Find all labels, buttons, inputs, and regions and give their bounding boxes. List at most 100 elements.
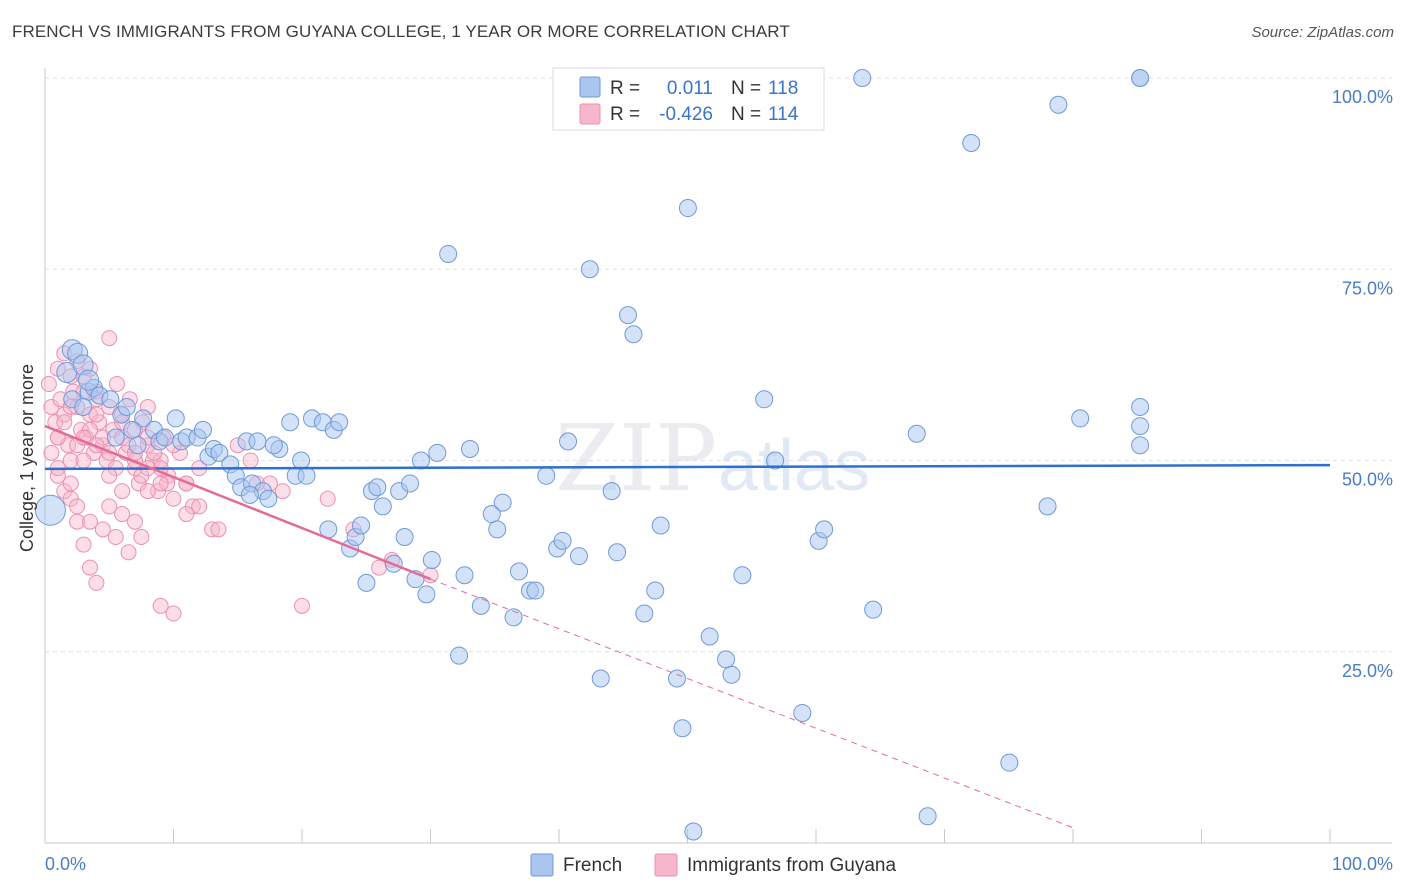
french-point: [591, 669, 610, 688]
french-point: [330, 413, 349, 432]
french-point: [428, 443, 447, 462]
guyana-point: [114, 506, 131, 523]
french-point: [248, 432, 267, 451]
guyana-point: [191, 498, 208, 515]
guyana-point: [204, 521, 221, 538]
guyana-point: [319, 490, 336, 507]
french-point: [684, 822, 703, 841]
french-point: [297, 466, 316, 485]
guyana-point: [43, 444, 60, 461]
guyana-point: [101, 330, 118, 347]
french-point: [493, 493, 512, 512]
french-point: [635, 604, 654, 623]
french-point: [646, 581, 665, 600]
french-point: [488, 520, 507, 539]
french-point: [526, 581, 545, 600]
guyana-point: [56, 414, 73, 431]
guyana-point: [101, 467, 118, 484]
french-point: [1131, 69, 1150, 87]
french-r-value: 0.011: [667, 78, 713, 99]
french-point: [668, 669, 687, 688]
y-tick-label: 100.0%: [1332, 87, 1393, 107]
guyana-r-value: -0.426: [659, 104, 713, 125]
stats-legend: R = 0.011 N = 118 R = -0.426 N = 114: [552, 67, 825, 131]
french-point: [766, 451, 785, 470]
french-point: [417, 585, 436, 604]
french-point: [733, 566, 752, 585]
guyana-point: [75, 536, 92, 553]
guyana-point: [114, 483, 131, 500]
french-point: [580, 260, 599, 279]
french-point: [264, 436, 283, 455]
guyana-point: [107, 529, 124, 545]
french-point: [455, 566, 474, 585]
guyana-point: [94, 521, 111, 538]
guyana-point: [294, 597, 310, 614]
french-point: [357, 573, 376, 592]
french-point: [618, 306, 637, 325]
french-point: [624, 325, 643, 344]
french-point: [537, 466, 556, 485]
french-point: [962, 134, 981, 153]
guyana-trendline: [44, 424, 431, 581]
guyana-point: [422, 567, 439, 584]
guyana-swatch: [579, 103, 601, 125]
series-french-points: [34, 69, 1150, 841]
french-point: [422, 550, 441, 569]
guyana-n-label: N =: [731, 104, 761, 125]
guyana-point: [165, 490, 182, 507]
watermark-zip: ZIP: [555, 405, 717, 512]
french-point: [450, 646, 469, 665]
french-point: [722, 665, 741, 684]
chart-source: Source: ZipAtlas.com: [1251, 24, 1394, 41]
y-tick-label: 50.0%: [1342, 470, 1393, 490]
guyana-point: [139, 483, 156, 500]
guyana-point: [101, 498, 118, 515]
guyana-point: [75, 452, 92, 469]
french-point: [1131, 397, 1150, 416]
guyana-point: [133, 529, 150, 545]
guyana-n-value: 114: [768, 104, 799, 125]
guyana-point: [81, 513, 98, 530]
french-point: [123, 420, 142, 439]
french-point: [755, 390, 774, 409]
french-point: [411, 451, 430, 470]
french-n-value: 118: [768, 78, 798, 99]
french-point: [74, 397, 93, 416]
axes: [44, 68, 1392, 844]
french-point: [608, 543, 627, 562]
french-point: [864, 600, 883, 619]
guyana-point: [40, 376, 57, 392]
guyana-point: [210, 521, 227, 538]
guyana-point: [159, 475, 176, 492]
legend-french-label: French: [563, 855, 622, 876]
french-point: [1049, 95, 1068, 114]
french-point: [510, 562, 529, 581]
french-point: [210, 443, 229, 462]
x-tick-label: 0.0%: [45, 854, 86, 874]
french-point: [1131, 417, 1150, 436]
guyana-point: [108, 376, 125, 392]
legend-french-swatch: [530, 853, 554, 877]
guyana-point: [178, 506, 195, 523]
french-point: [281, 413, 300, 432]
guyana-point: [274, 483, 291, 500]
guyana-point: [88, 574, 105, 591]
trendlines: [44, 424, 1331, 829]
french-point: [34, 494, 66, 526]
french-point: [352, 516, 371, 535]
french-point: [907, 424, 926, 443]
french-r-label: R =: [610, 78, 640, 99]
french-point: [373, 497, 392, 516]
french-point: [1131, 436, 1150, 455]
french-point: [673, 719, 692, 738]
french-point: [460, 440, 479, 459]
french-n-label: N =: [731, 78, 761, 99]
french-point: [292, 451, 311, 470]
y-tick-labels: 25.0% 50.0% 75.0% 100.0%: [1332, 87, 1393, 681]
french-point: [553, 531, 572, 550]
french-point: [1000, 753, 1019, 772]
french-point: [471, 596, 490, 615]
french-point: [395, 528, 414, 546]
